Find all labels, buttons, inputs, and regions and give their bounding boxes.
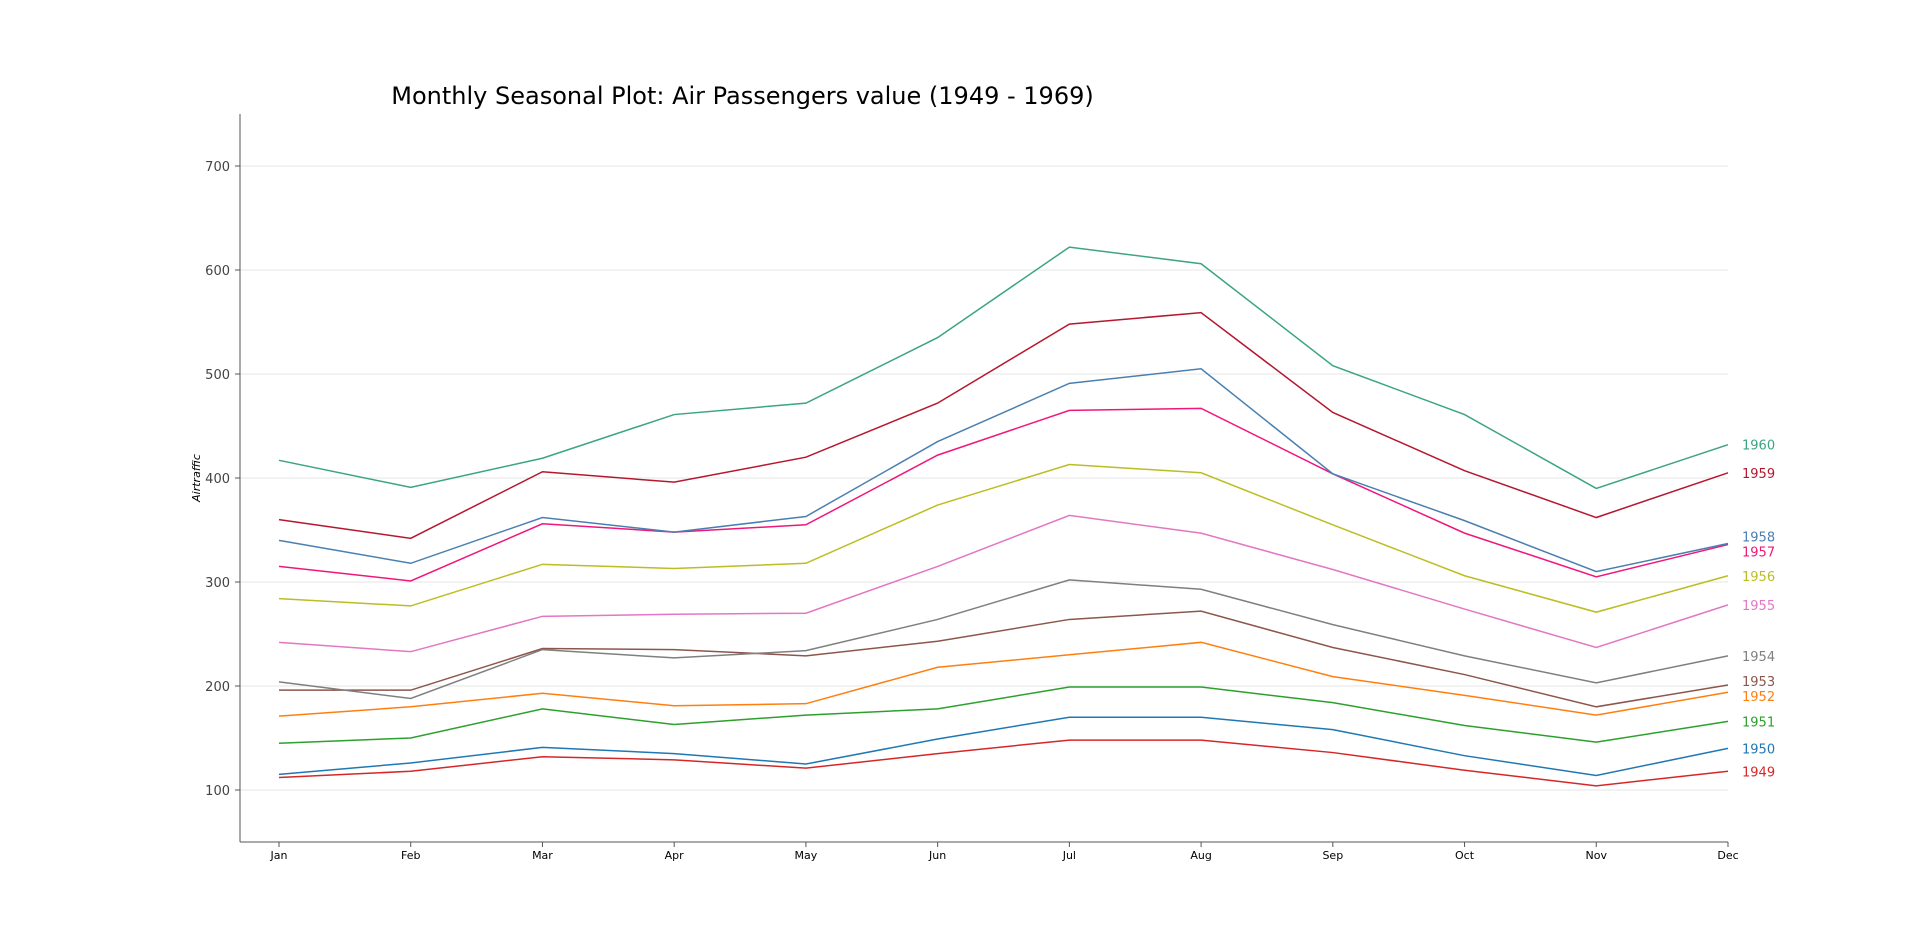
x-tick-label: Feb (401, 849, 420, 862)
series-lines (278, 246, 1729, 787)
series-label-1954: 1954 (1742, 650, 1775, 665)
series-label-1958: 1958 (1742, 531, 1775, 546)
series-label-1957: 1957 (1742, 546, 1775, 561)
x-tick-label: Aug (1190, 849, 1211, 862)
x-tick-label: Nov (1586, 849, 1608, 862)
y-axis-label: Airtraffic (190, 454, 203, 503)
chart-title: Monthly Seasonal Plot: Air Passengers va… (391, 82, 1094, 110)
series-line-1958 (278, 368, 1729, 573)
series-line-1954 (278, 579, 1729, 700)
series-line-1956 (278, 463, 1729, 613)
series-line-1950 (278, 716, 1729, 777)
x-tick-label: Mar (532, 849, 553, 862)
y-tick-label: 400 (205, 472, 230, 487)
x-tick-label: Jun (928, 849, 946, 862)
x-tick-label: Apr (665, 849, 685, 862)
series-line-1951 (278, 686, 1729, 744)
series-label-1953: 1953 (1742, 675, 1775, 690)
series-label-1955: 1955 (1742, 599, 1775, 614)
y-tick-label: 200 (205, 680, 230, 695)
series-label-1959: 1959 (1742, 467, 1775, 482)
x-tick-label: Jul (1062, 849, 1076, 862)
series-label-1949: 1949 (1742, 765, 1775, 780)
axis-ticks: 100 200 300 400 500 600 700 Jan Feb Mar Apr May Jun J… (205, 160, 1738, 862)
x-tick-label: Dec (1717, 849, 1738, 862)
series-line-1953 (279, 610, 1729, 708)
gridlines (240, 165, 1728, 791)
y-tick-label: 600 (205, 264, 230, 279)
series-line-1949 (278, 739, 1729, 787)
series-label-1960: 1960 (1742, 439, 1775, 454)
series-label-1951: 1951 (1742, 715, 1775, 730)
y-tick-label: 100 (205, 784, 230, 799)
series-line-1960 (278, 246, 1729, 490)
y-tick-label: 500 (205, 368, 230, 383)
x-tick-label: May (795, 849, 818, 862)
y-tick-label: 700 (205, 160, 230, 175)
series-line-1957 (278, 407, 1729, 582)
series-label-1950: 1950 (1742, 742, 1775, 757)
y-tick-label: 300 (205, 576, 230, 591)
series-line-1952 (278, 641, 1729, 717)
series-label-1956: 1956 (1742, 570, 1775, 585)
series-label-1952: 1952 (1742, 690, 1775, 705)
series-line-1955 (278, 514, 1729, 653)
series-line-1959 (278, 311, 1729, 540)
x-tick-label: Jan (270, 849, 288, 862)
x-tick-label: Oct (1455, 849, 1475, 862)
x-tick-label: Sep (1322, 849, 1343, 862)
